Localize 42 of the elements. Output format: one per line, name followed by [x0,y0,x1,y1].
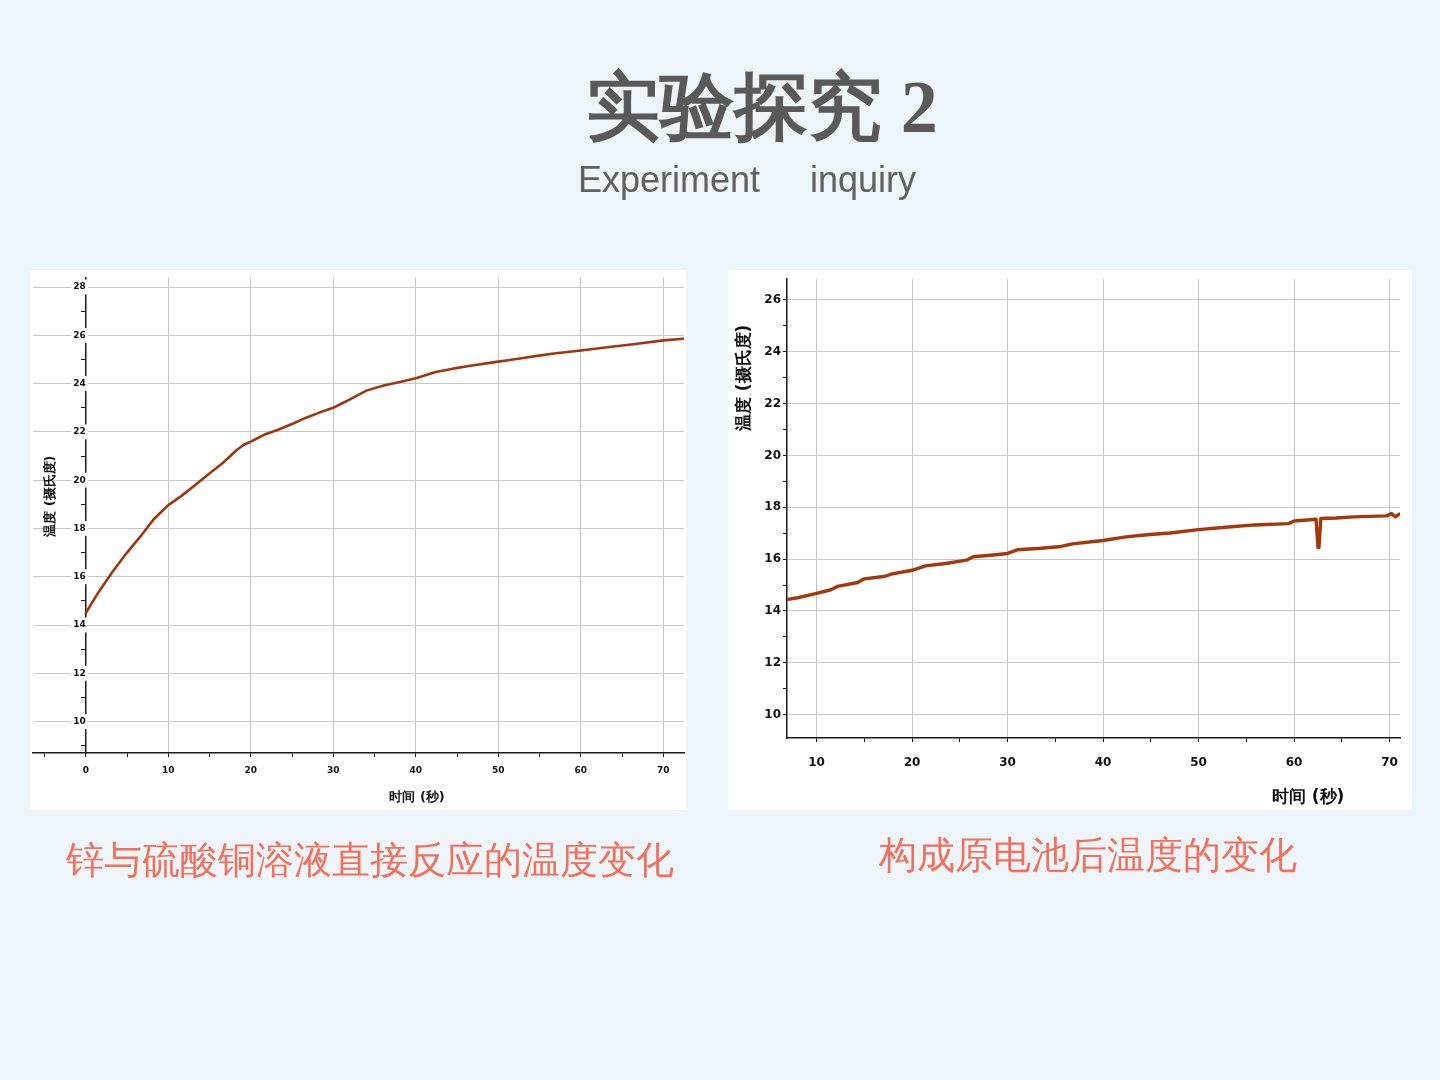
x-tick-label: 50 [492,764,505,775]
y-tick-label: 24 [73,377,86,388]
x-tick-label: 60 [1285,755,1303,770]
x-tick-label: 10 [162,764,175,775]
y-tick-label: 24 [764,343,781,358]
x-tick-label: 50 [1190,755,1207,770]
y-tick-label: 10 [764,706,781,721]
y-tick-label: 18 [73,522,86,533]
y-axis-title: 温度 (摄氏度) [733,324,754,433]
y-tick-label: 26 [764,292,781,307]
y-tick-label: 16 [73,571,86,582]
x-tick-label: 30 [327,764,340,775]
x-tick-label: 30 [999,755,1016,770]
y-tick-label: 10 [73,715,86,726]
x-tick-label: 10 [808,755,825,770]
y-tick-label: 22 [764,395,781,410]
text: 锌与硫酸铜溶液直接反应的温度变化 [66,838,674,882]
y-axis-title: 温度 (摄氏度) [42,455,58,538]
x-tick-label: 40 [1094,755,1112,770]
x-tick-label: 0 [82,764,89,775]
y-tick-label: 16 [764,551,781,566]
x-tick-label: 60 [574,764,588,775]
y-tick-label: 20 [73,474,86,485]
y-tick-label: 18 [764,499,781,514]
x-axis-title: 时间 (秒) [1271,786,1345,807]
x-tick-label: 40 [409,764,423,775]
x-tick-label: 20 [244,764,258,775]
text: 构成原电池后温度的变化 [879,833,1297,877]
text: Experiment inquiry [577,159,917,200]
y-tick-label: 28 [73,281,86,292]
y-tick-label: 14 [73,619,86,630]
y-tick-label: 12 [764,654,781,669]
x-tick-label: 20 [903,755,921,770]
y-tick-label: 14 [764,603,781,618]
x-tick-label: 70 [1381,755,1398,770]
text: 实验探究 2 [586,66,938,148]
x-axis-title: 时间 (秒) [389,789,445,805]
y-tick-label: 12 [73,667,86,678]
y-tick-label: 20 [764,447,781,462]
x-tick-label: 70 [657,764,670,775]
y-tick-label: 26 [73,329,86,340]
y-tick-label: 22 [73,426,86,437]
